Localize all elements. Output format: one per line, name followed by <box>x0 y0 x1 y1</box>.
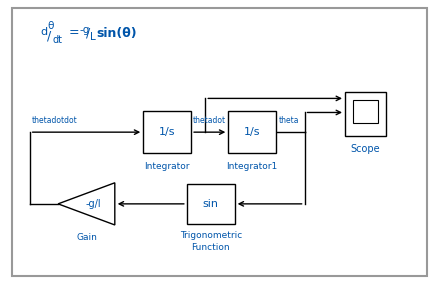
FancyBboxPatch shape <box>186 184 234 224</box>
Text: theta: theta <box>278 116 298 125</box>
Polygon shape <box>58 183 115 225</box>
Text: sin: sin <box>202 199 218 209</box>
FancyBboxPatch shape <box>353 100 377 123</box>
Text: /: / <box>47 29 51 42</box>
Text: thetadot: thetadot <box>193 116 226 125</box>
Text: Function: Function <box>191 243 230 252</box>
Text: Gain: Gain <box>76 233 97 243</box>
FancyBboxPatch shape <box>344 92 385 136</box>
FancyBboxPatch shape <box>228 111 276 153</box>
FancyBboxPatch shape <box>12 9 426 275</box>
Text: Integrator: Integrator <box>144 162 190 171</box>
Text: θ: θ <box>47 21 53 31</box>
Text: -g: -g <box>79 25 89 35</box>
Text: 1/s: 1/s <box>159 127 175 137</box>
FancyBboxPatch shape <box>143 111 191 153</box>
Text: 1/s: 1/s <box>244 127 260 137</box>
Text: Scope: Scope <box>350 144 380 154</box>
Text: Trigonometric: Trigonometric <box>179 231 241 240</box>
Text: =: = <box>69 26 83 39</box>
Text: Integrator1: Integrator1 <box>226 162 277 171</box>
Text: dt: dt <box>52 35 62 45</box>
Text: -g/l: -g/l <box>85 199 101 209</box>
Text: L: L <box>90 32 95 42</box>
Text: thetadotdot: thetadotdot <box>32 116 78 125</box>
Text: d: d <box>41 26 48 37</box>
Text: /: / <box>85 26 90 39</box>
Text: sin(θ): sin(θ) <box>96 27 137 40</box>
